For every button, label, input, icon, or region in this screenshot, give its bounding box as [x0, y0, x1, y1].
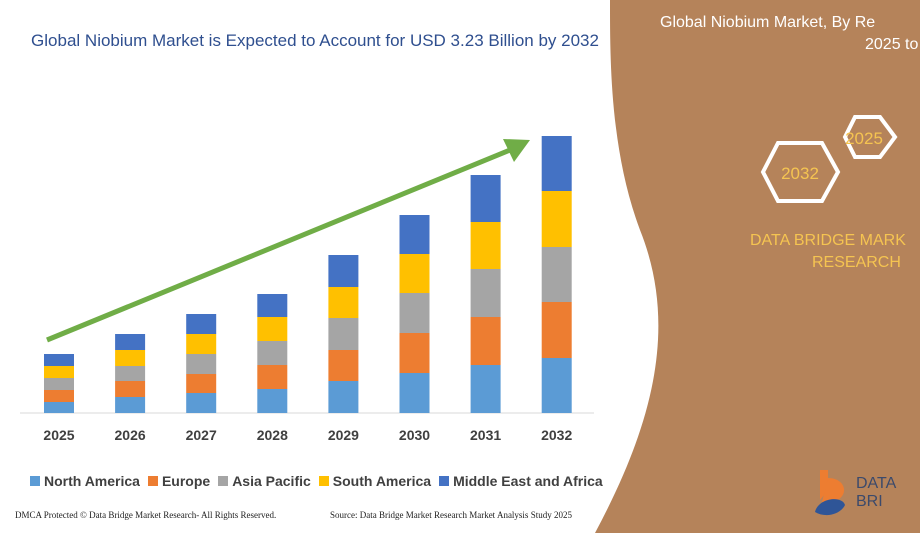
brand-line1: DATA BRIDGE MARK	[750, 232, 906, 249]
legend-item: Middle East and Africa	[439, 473, 603, 489]
side-panel	[595, 0, 920, 533]
trend-arrow	[46, 147, 511, 343]
hexagon-2032	[760, 141, 841, 203]
bar-segment-europe-2032	[541, 302, 572, 358]
chart-title: Global Niobium Market is Expected to Acc…	[31, 31, 599, 50]
legend-swatch	[318, 476, 329, 486]
hexagons	[760, 115, 898, 203]
hexagon-2025	[842, 115, 898, 159]
bar-segment-europe-2025	[44, 390, 74, 402]
legend-item: Europe	[147, 473, 211, 489]
bar-segment-europe-2027	[186, 374, 217, 393]
bar-segment-asia-pacific-2028	[257, 341, 288, 365]
side-title: Global Niobium Market, By Re 2025 to	[660, 12, 920, 56]
legend-label: Asia Pacific	[232, 473, 311, 489]
bar-segment-asia-pacific-2031	[470, 269, 501, 317]
hex-label-2032: 2032	[781, 164, 819, 183]
legend-item: Asia Pacific	[218, 473, 311, 489]
bar-segment-south-america-2028	[257, 317, 288, 341]
legend-swatch	[30, 476, 40, 486]
bar-segment-north-america-2025	[44, 402, 74, 413]
x-tick-label: 2032	[541, 427, 572, 443]
copyright-text: DMCA Protected © Data Bridge Market Rese…	[15, 510, 277, 520]
bar-segment-north-america-2026	[115, 397, 146, 413]
legend-swatch	[439, 476, 450, 486]
legend: North America Europe Asia Pacific South Ame…	[30, 473, 603, 489]
legend-label: North America	[44, 473, 140, 489]
bar-segment-europe-2028	[257, 365, 288, 389]
bar-segment-asia-pacific-2032	[541, 247, 572, 302]
stacked-bar-chart: 2025 2026 2027 2028 2029 2030 2031 2032	[20, 136, 594, 443]
bar-segment-middle-east-and-africa-2026	[115, 334, 146, 350]
legend-label: Middle East and Africa	[453, 473, 603, 489]
x-tick-label: 2030	[399, 427, 430, 443]
bar-segment-europe-2031	[470, 317, 501, 365]
bar-segment-asia-pacific-2027	[186, 354, 217, 374]
bar-segment-south-america-2029	[328, 287, 359, 318]
x-tick-label: 2028	[257, 427, 288, 443]
bar-segment-north-america-2027	[186, 393, 217, 413]
hex-label-2025: 2025	[845, 129, 883, 148]
x-tick-label: 2029	[328, 427, 359, 443]
bar-segment-south-america-2030	[399, 254, 430, 293]
x-tick-label: 2031	[470, 427, 501, 443]
bar-segment-middle-east-and-africa-2031	[470, 175, 501, 222]
bar-segment-europe-2026	[115, 381, 146, 397]
legend-label: Europe	[161, 473, 211, 489]
logo-icon	[815, 470, 845, 516]
trend-arrow-head	[503, 139, 530, 162]
legend-swatch	[147, 476, 158, 486]
bar-segment-europe-2029	[328, 350, 359, 381]
logo-text: DATA BRI	[856, 475, 896, 510]
bar-segment-north-america-2028	[257, 389, 288, 413]
legend-swatch	[218, 476, 229, 486]
legend-item: North America	[30, 473, 140, 489]
bar-segment-asia-pacific-2030	[399, 293, 430, 333]
bar-segment-asia-pacific-2029	[328, 318, 359, 350]
bar-segment-middle-east-and-africa-2025	[44, 354, 74, 366]
source-text: Source: Data Bridge Market Research Mark…	[330, 510, 572, 520]
brand-line2: RESEARCH	[812, 254, 901, 271]
bar-segment-south-america-2025	[44, 366, 74, 378]
brand-text: DATA BRIDGE MARK RESEARCH	[750, 230, 920, 274]
x-tick-label: 2026	[115, 427, 146, 443]
bar-segment-south-america-2032	[541, 191, 572, 247]
bar-segment-north-america-2030	[399, 373, 430, 413]
bar-segment-north-america-2029	[328, 381, 359, 413]
bar-segment-middle-east-and-africa-2029	[328, 255, 359, 287]
legend-label: South America	[332, 473, 432, 489]
side-title-line2: 2025 to	[865, 36, 919, 53]
bar-segment-middle-east-and-africa-2028	[257, 294, 288, 317]
x-tick-label: 2027	[186, 427, 217, 443]
bar-segment-asia-pacific-2025	[44, 378, 74, 390]
bar-segment-south-america-2027	[186, 334, 217, 354]
bar-segment-middle-east-and-africa-2032	[541, 136, 572, 191]
bar-segment-europe-2030	[399, 333, 430, 373]
bar-segment-south-america-2026	[115, 350, 146, 366]
bar-segment-north-america-2032	[541, 358, 572, 413]
bar-segment-asia-pacific-2026	[115, 366, 146, 381]
legend-item: South America	[318, 473, 432, 489]
bar-segment-middle-east-and-africa-2030	[399, 215, 430, 254]
x-tick-label: 2025	[43, 427, 74, 443]
side-title-line1: Global Niobium Market, By Re	[660, 14, 876, 31]
bar-segment-north-america-2031	[470, 365, 501, 413]
bar-segment-south-america-2031	[470, 222, 501, 269]
bar-segment-middle-east-and-africa-2027	[186, 314, 217, 334]
